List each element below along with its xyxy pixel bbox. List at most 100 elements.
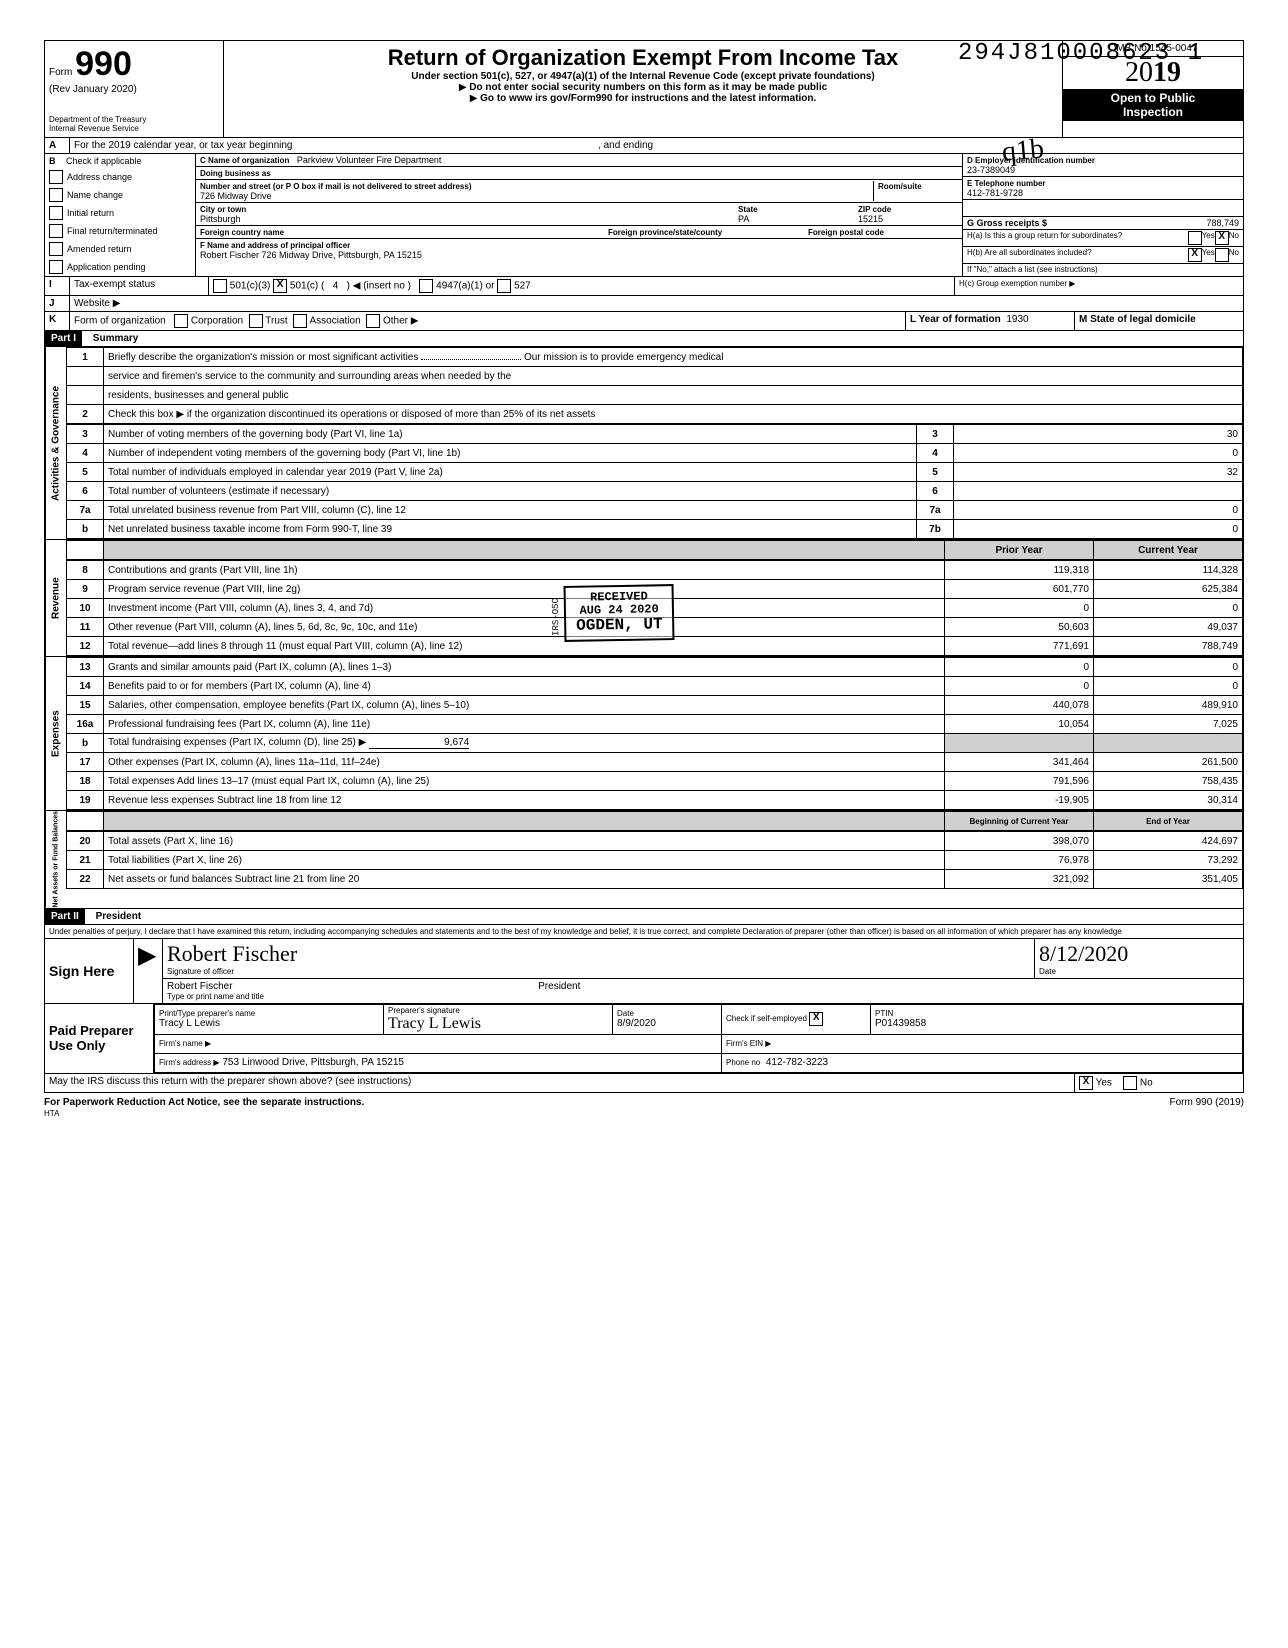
chk-initial-return[interactable] bbox=[49, 206, 63, 220]
form-warn: Do not enter social security numbers on … bbox=[469, 82, 827, 93]
form-rev: (Rev January 2020) bbox=[49, 84, 219, 95]
row-a-label: A bbox=[45, 138, 70, 153]
chk-address-change[interactable] bbox=[49, 170, 63, 184]
state: PA bbox=[738, 214, 749, 224]
ha-yes: Yes bbox=[1202, 231, 1215, 245]
vert-net: Net Assets or Fund Balances bbox=[45, 811, 66, 908]
sig-date: 8/12/2020 bbox=[1039, 941, 1239, 967]
discuss-row: May the IRS discuss this return with the… bbox=[44, 1074, 1244, 1093]
opt-501c: 501(c) bbox=[290, 281, 318, 292]
hb-no-chk[interactable] bbox=[1215, 248, 1229, 262]
m-label: M State of legal domicile bbox=[1079, 314, 1196, 325]
part2-header: Part II bbox=[45, 909, 85, 924]
opt-501c3: 501(c)(3) bbox=[230, 281, 271, 292]
discuss-yes-chk[interactable]: X bbox=[1079, 1076, 1093, 1090]
f-label: F Name and address of principal officer bbox=[200, 241, 350, 250]
irs: Internal Revenue Service bbox=[49, 124, 219, 133]
ha-no: No bbox=[1229, 231, 1239, 245]
k-label: K bbox=[45, 312, 70, 330]
dept-treasury: Department of the Treasury bbox=[49, 115, 219, 124]
l-label: L Year of formation bbox=[910, 314, 1001, 325]
received-stamp: RECEIVED IRS-OSC AUG 24 2020 OGDEN, UT bbox=[564, 584, 675, 642]
hb-label: H(b) Are all subordinates included? bbox=[967, 248, 1092, 262]
zip-label: ZIP code bbox=[858, 205, 891, 214]
form-goto: Go to www irs gov/Form990 for instructio… bbox=[480, 93, 816, 104]
vert-rev: Revenue bbox=[45, 540, 66, 656]
chk-name-change[interactable] bbox=[49, 188, 63, 202]
dba-label: Doing business as bbox=[200, 169, 271, 178]
ha-yes-chk[interactable] bbox=[1188, 231, 1202, 245]
vert-exp: Expenses bbox=[45, 657, 66, 810]
discuss-yes: Yes bbox=[1096, 1077, 1112, 1088]
net-lines: 20Total assets (Part X, line 16)398,0704… bbox=[66, 831, 1243, 889]
j-label: J bbox=[45, 296, 70, 311]
officer-title: President bbox=[538, 981, 580, 992]
e-label: E Telephone number bbox=[967, 179, 1046, 188]
501c-num: 4 bbox=[333, 281, 339, 292]
paid-label: Paid Preparer Use Only bbox=[45, 1004, 154, 1073]
chk-final-return[interactable] bbox=[49, 224, 63, 238]
discuss-text: May the IRS discuss this return with the… bbox=[45, 1074, 1075, 1092]
section-c: C Name of organization Parkview Voluntee… bbox=[196, 154, 962, 276]
opt-initial-return: Initial return bbox=[67, 208, 114, 218]
exp-lines: 13Grants and similar amounts paid (Part … bbox=[66, 657, 1243, 810]
g-label: G Gross receipts $ bbox=[967, 218, 1047, 228]
form-page: 294J810008623 1 SCANNED DEC 1 6 2021 q1b… bbox=[44, 40, 1244, 1123]
row-k: K Form of organization Corporation Trust… bbox=[44, 312, 1244, 331]
state-label: State bbox=[738, 205, 758, 214]
date-label: Date bbox=[1039, 967, 1239, 976]
stamp-irs: IRS-OSC bbox=[552, 598, 563, 636]
ha-label: H(a) Is this a group return for subordin… bbox=[967, 231, 1122, 245]
part1-header: Part I bbox=[45, 331, 82, 346]
chk-assoc[interactable] bbox=[293, 314, 307, 328]
officer: Robert Fischer 726 Midway Drive, Pittsbu… bbox=[200, 250, 422, 260]
chk-501c3[interactable] bbox=[213, 279, 227, 293]
opt-address-change: Address change bbox=[67, 172, 132, 182]
row-a-text: For the 2019 calendar year, or tax year … bbox=[74, 140, 292, 151]
expenses-section: Expenses 13Grants and similar amounts pa… bbox=[44, 657, 1244, 811]
footer-left: For Paperwork Reduction Act Notice, see … bbox=[44, 1097, 364, 1108]
foreign-postal-label: Foreign postal code bbox=[808, 228, 884, 237]
stamp-ogden: OGDEN, UT bbox=[576, 617, 663, 636]
part2-title: President bbox=[88, 911, 142, 922]
opt-trust: Trust bbox=[265, 316, 287, 327]
chk-self-employed[interactable]: X bbox=[809, 1012, 823, 1026]
net-header: Beginning of Current Year End of Year bbox=[66, 811, 1243, 831]
chk-corp[interactable] bbox=[174, 314, 188, 328]
row-i: I Tax-exempt status 501(c)(3) X 501(c) (… bbox=[44, 277, 1244, 296]
opt-527: 527 bbox=[514, 281, 531, 292]
footer: For Paperwork Reduction Act Notice, see … bbox=[44, 1093, 1244, 1123]
form-subtitle: Under section 501(c), 527, or 4947(a)(1)… bbox=[411, 71, 874, 82]
perjury: Under penalties of perjury, I declare th… bbox=[44, 925, 1244, 939]
header-left: Form 990 (Rev January 2020) Department o… bbox=[45, 41, 224, 137]
opt-other: Other ▶ bbox=[383, 316, 418, 327]
hb-yes-chk[interactable]: X bbox=[1188, 248, 1202, 262]
form-prefix: Form bbox=[49, 67, 72, 78]
type-print: Type or print name and title bbox=[167, 992, 1239, 1001]
sign-here-label: Sign Here bbox=[45, 939, 134, 1003]
chk-527[interactable] bbox=[497, 279, 511, 293]
opt-final-return: Final return/terminated bbox=[67, 226, 158, 236]
opt-4947: 4947(a)(1) or bbox=[436, 281, 494, 292]
form-number: 990 bbox=[75, 45, 132, 83]
gov-table: 1 Briefly describe the organization's mi… bbox=[66, 347, 1243, 424]
hb-yes: Yes bbox=[1202, 248, 1215, 262]
chk-application-pending[interactable] bbox=[49, 260, 63, 274]
chk-501c[interactable]: X bbox=[273, 279, 287, 293]
chk-trust[interactable] bbox=[249, 314, 263, 328]
discuss-no-chk[interactable] bbox=[1123, 1076, 1137, 1090]
city: Pittsburgh bbox=[200, 214, 241, 224]
part1-title: Summary bbox=[85, 333, 139, 344]
name-title: Robert Fischer bbox=[167, 981, 233, 992]
chk-amended-return[interactable] bbox=[49, 242, 63, 256]
ha-no-chk[interactable]: X bbox=[1215, 231, 1229, 245]
part1-header-row: Part I Summary bbox=[44, 331, 1244, 347]
chk-4947[interactable] bbox=[419, 279, 433, 293]
rev-table: Prior Year Current Year bbox=[66, 540, 1243, 560]
c-label: C Name of organization bbox=[200, 156, 289, 165]
hc-label: H(c) Group exemption number ▶ bbox=[955, 277, 1243, 295]
activities-governance: Activities & Governance 1 Briefly descri… bbox=[44, 347, 1244, 540]
part2-header-row: Part II President bbox=[44, 909, 1244, 925]
chk-other[interactable] bbox=[366, 314, 380, 328]
hb-note: If "No," attach a list (see instructions… bbox=[963, 264, 1243, 275]
